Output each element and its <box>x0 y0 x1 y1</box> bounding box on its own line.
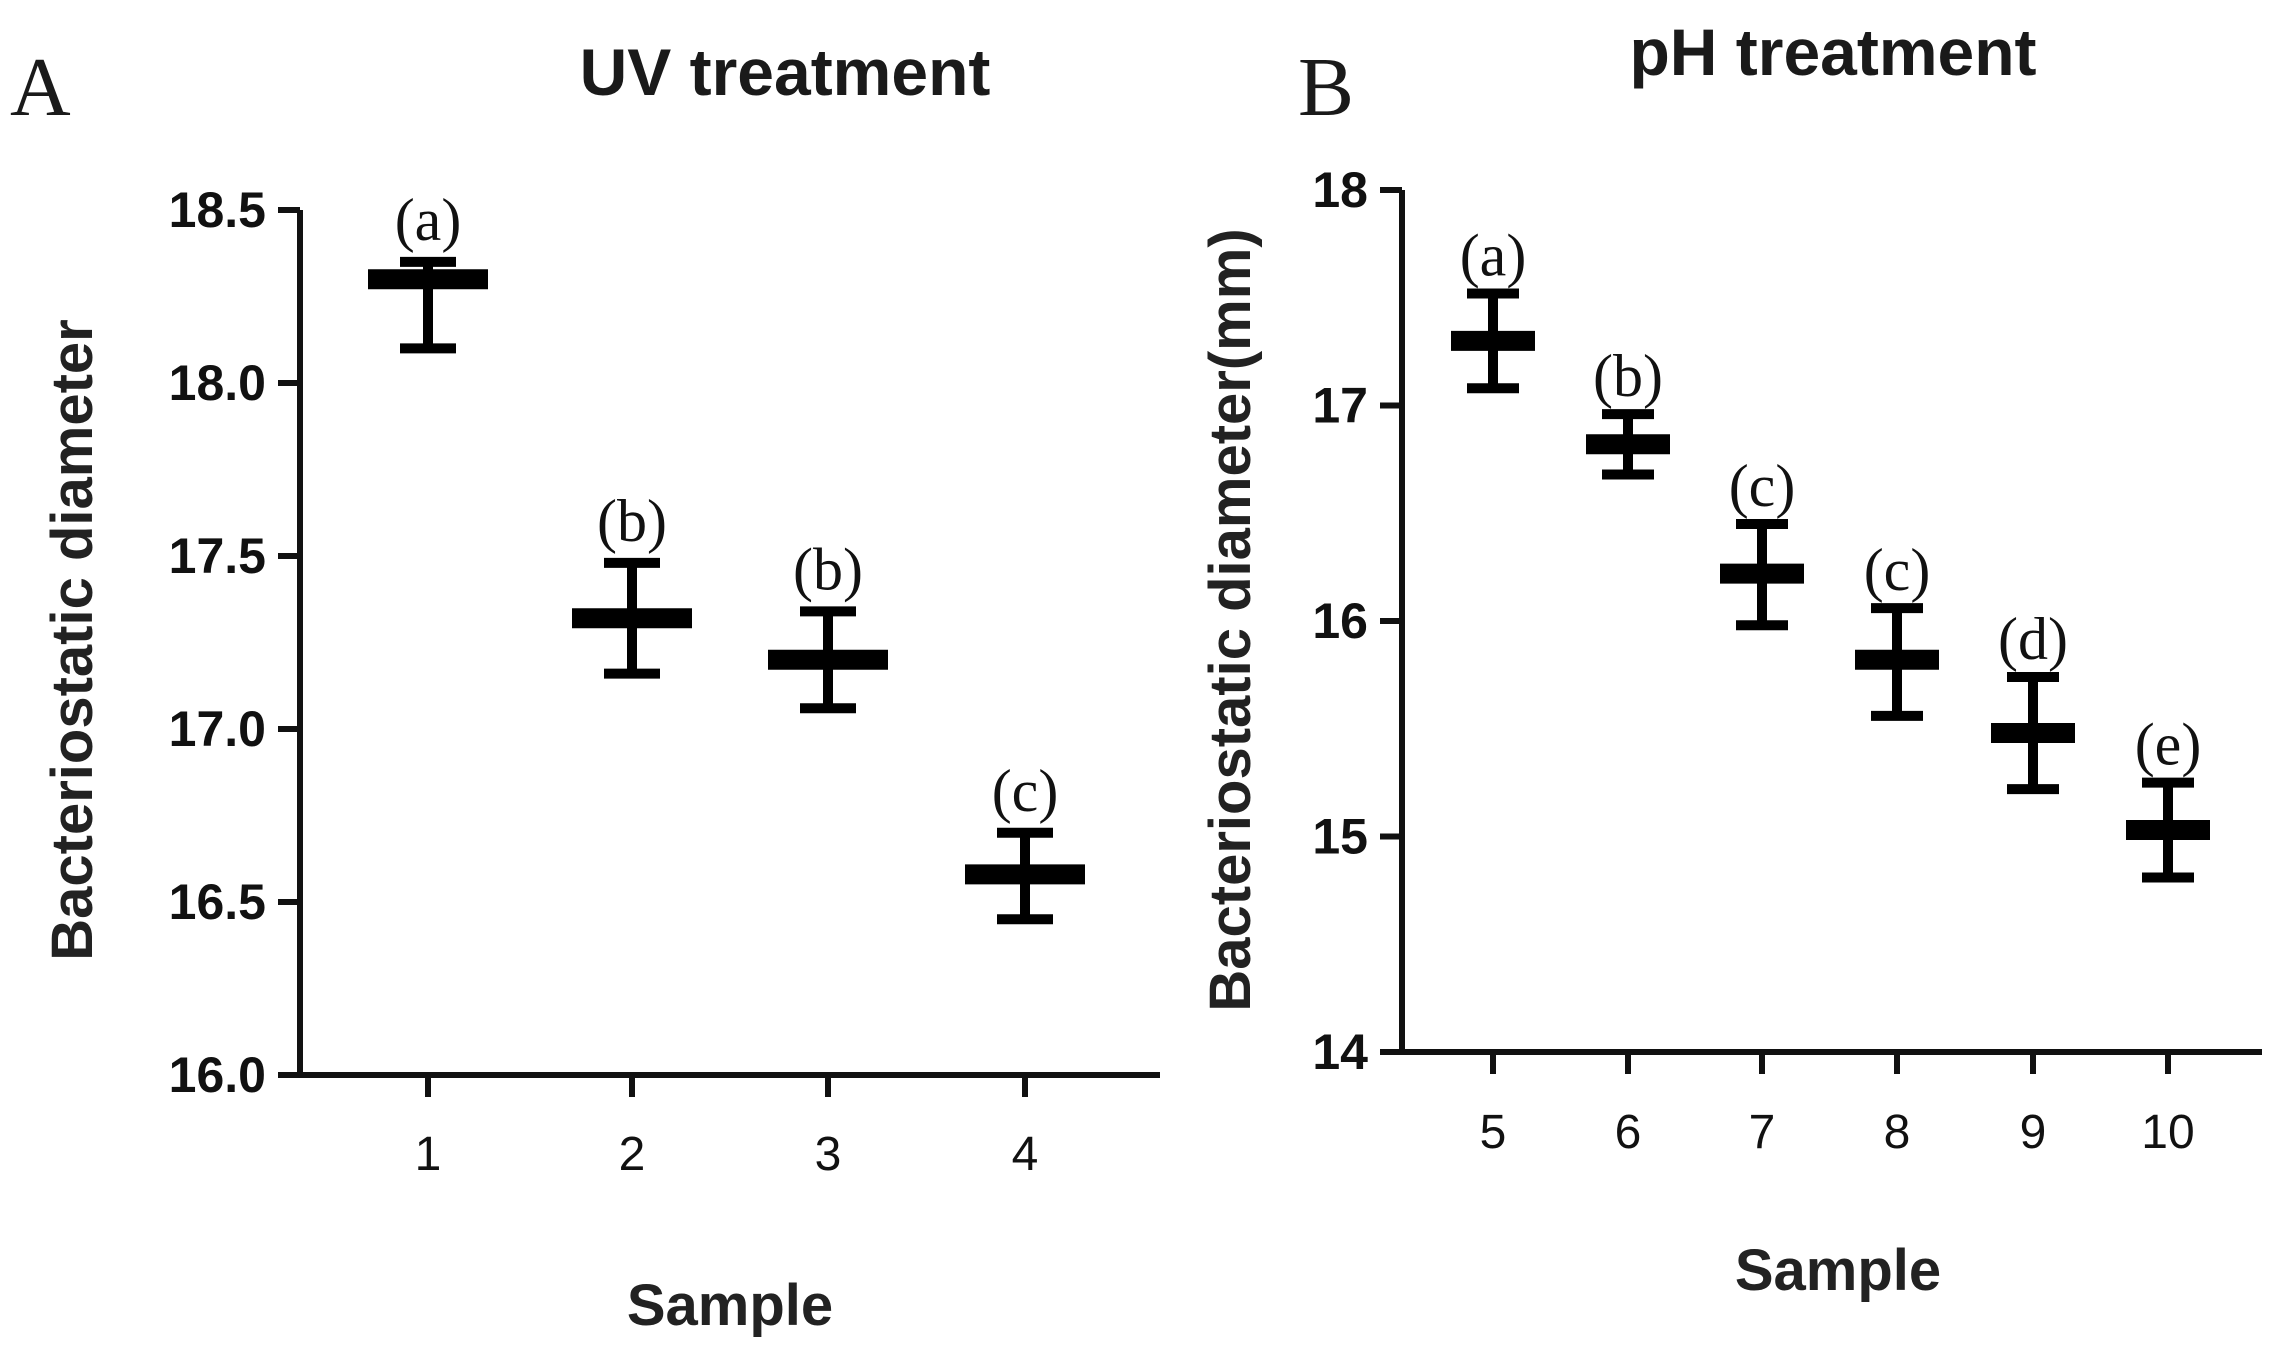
panel-a-x-axis-label: Sample <box>627 1273 833 1338</box>
data-point: (c) <box>1720 453 1804 631</box>
y-tick-label: 15 <box>1312 809 1368 865</box>
data-point: (b) <box>768 536 888 714</box>
x-tick-label: 10 <box>2141 1106 2194 1159</box>
data-point: (e) <box>2126 712 2210 883</box>
significance-label: (d) <box>1998 606 2068 672</box>
significance-label: (c) <box>992 758 1059 824</box>
y-tick-label: 16.0 <box>169 1047 266 1103</box>
data-point: (a) <box>1451 222 1535 394</box>
y-tick-label: 17 <box>1312 378 1368 434</box>
data-point: (c) <box>1855 537 1939 721</box>
x-tick-label: 2 <box>619 1128 646 1181</box>
panel-a-y-ticks: 16.0 16.5 17.0 17.5 18.0 18.5 <box>169 182 300 1103</box>
significance-label: (b) <box>597 488 667 554</box>
panel-a-marks: (a) (b) (b) (c) <box>368 187 1085 925</box>
panel-b: B pH treatment Bacteriostatic diameter(m… <box>1198 15 2262 1303</box>
x-tick-label: 3 <box>815 1128 842 1181</box>
y-tick-label: 17.5 <box>169 528 266 584</box>
significance-label: (b) <box>1593 343 1663 409</box>
significance-label: (c) <box>1729 453 1796 519</box>
significance-label: (b) <box>793 536 863 602</box>
panel-b-axes <box>1399 190 2262 1055</box>
panel-a-y-axis-label: Bacteriostatic diameter <box>40 319 105 960</box>
significance-label: (a) <box>395 187 462 253</box>
data-point: (c) <box>965 758 1085 925</box>
data-point: (b) <box>572 488 692 679</box>
data-point: (b) <box>1586 343 1670 480</box>
panel-b-letter: B <box>1298 41 1354 134</box>
panel-a: A UV treatment Bacteriostatic diameter S… <box>10 35 1160 1338</box>
y-tick-label: 18 <box>1312 162 1368 218</box>
significance-label: (e) <box>2135 712 2202 778</box>
significance-label: (c) <box>1864 537 1931 603</box>
panel-b-x-axis-label: Sample <box>1735 1238 1941 1303</box>
panel-b-y-ticks: 14 15 16 17 18 <box>1312 162 1402 1080</box>
y-tick-label: 14 <box>1312 1024 1368 1080</box>
x-tick-label: 8 <box>1884 1106 1911 1159</box>
panel-b-marks: (a) (b) (c) (c) (d) (e) <box>1451 222 2210 883</box>
x-tick-label: 6 <box>1615 1106 1642 1159</box>
y-tick-label: 16.5 <box>169 874 266 930</box>
significance-label: (a) <box>1460 222 1527 288</box>
panel-a-x-ticks: 1 2 3 4 <box>415 1075 1039 1181</box>
data-point: (d) <box>1991 606 2075 795</box>
y-tick-label: 18.0 <box>169 355 266 411</box>
panel-a-letter: A <box>10 41 71 134</box>
panel-a-title: UV treatment <box>580 35 991 109</box>
x-tick-label: 5 <box>1480 1106 1507 1159</box>
data-point: (a) <box>368 187 488 354</box>
x-tick-label: 1 <box>415 1128 442 1181</box>
y-tick-label: 16 <box>1312 593 1368 649</box>
panel-b-x-ticks: 5 6 7 8 9 10 <box>1480 1052 2195 1159</box>
x-tick-label: 4 <box>1012 1128 1039 1181</box>
y-tick-label: 17.0 <box>169 701 266 757</box>
x-tick-label: 9 <box>2020 1106 2047 1159</box>
panel-b-y-axis-label: Bacteriostatic diameter(mm) <box>1198 228 1263 1011</box>
y-tick-label: 18.5 <box>169 182 266 238</box>
x-tick-label: 7 <box>1749 1106 1776 1159</box>
panel-b-title: pH treatment <box>1629 15 2036 89</box>
